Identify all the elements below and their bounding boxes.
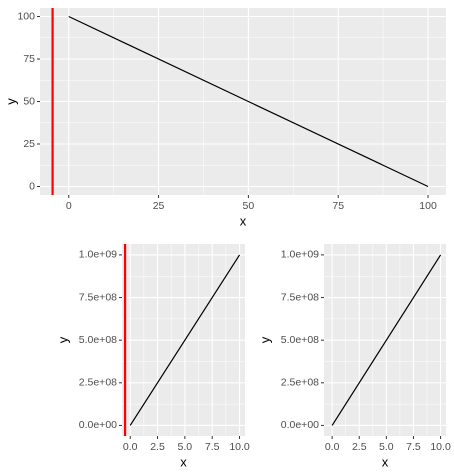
y-tick-label: 2.5e+08 (79, 377, 117, 389)
x-tick-label: 0 (66, 200, 72, 212)
x-tick-label: 2.5 (150, 441, 165, 453)
y-tick-label: 0.0e+00 (79, 419, 117, 431)
data-line (331, 254, 442, 426)
x-tick-label: 25 (153, 200, 165, 212)
x-tick-label: 10.0 (430, 441, 451, 453)
y-tick-label: 50 (23, 95, 35, 107)
y-tick-label: 7.5e+08 (79, 291, 117, 303)
y-tick-label: 2.5e+08 (281, 377, 319, 389)
y-tick-label: 1.0e+09 (281, 249, 319, 261)
x-tick-label: 10.0 (229, 441, 250, 453)
y-tick-label: 100 (17, 10, 35, 22)
x-tick-label: 0.0 (123, 441, 138, 453)
y-tick-label: 5.0e+08 (79, 334, 117, 346)
x-tick-label: 5.0 (178, 441, 193, 453)
x-tick-label: 7.5 (406, 441, 421, 453)
x-tick-label: 75 (332, 200, 344, 212)
x-tick-label: 50 (243, 200, 255, 212)
y-tick-label: 25 (23, 138, 35, 150)
y-tick-label: 0 (29, 180, 35, 192)
y-tick-label: 0.0e+00 (281, 419, 319, 431)
data-line (68, 15, 429, 188)
data-line (129, 254, 241, 426)
x-tick-label: 100 (419, 200, 437, 212)
x-axis-title: x (180, 454, 187, 469)
y-axis-title: y (55, 336, 70, 343)
y-axis-title: y (257, 336, 272, 343)
x-tick-label: 0.0 (325, 441, 340, 453)
y-tick-label: 75 (23, 53, 35, 65)
y-axis-title: y (3, 98, 18, 105)
y-tick-label: 1.0e+09 (79, 249, 117, 261)
x-tick-label: 2.5 (352, 441, 367, 453)
x-tick-label: 5.0 (379, 441, 394, 453)
y-tick-label: 5.0e+08 (281, 334, 319, 346)
x-axis-title: x (240, 213, 247, 228)
x-tick-label: 7.5 (205, 441, 220, 453)
y-tick-label: 7.5e+08 (281, 291, 319, 303)
x-axis-title: x (382, 454, 389, 469)
